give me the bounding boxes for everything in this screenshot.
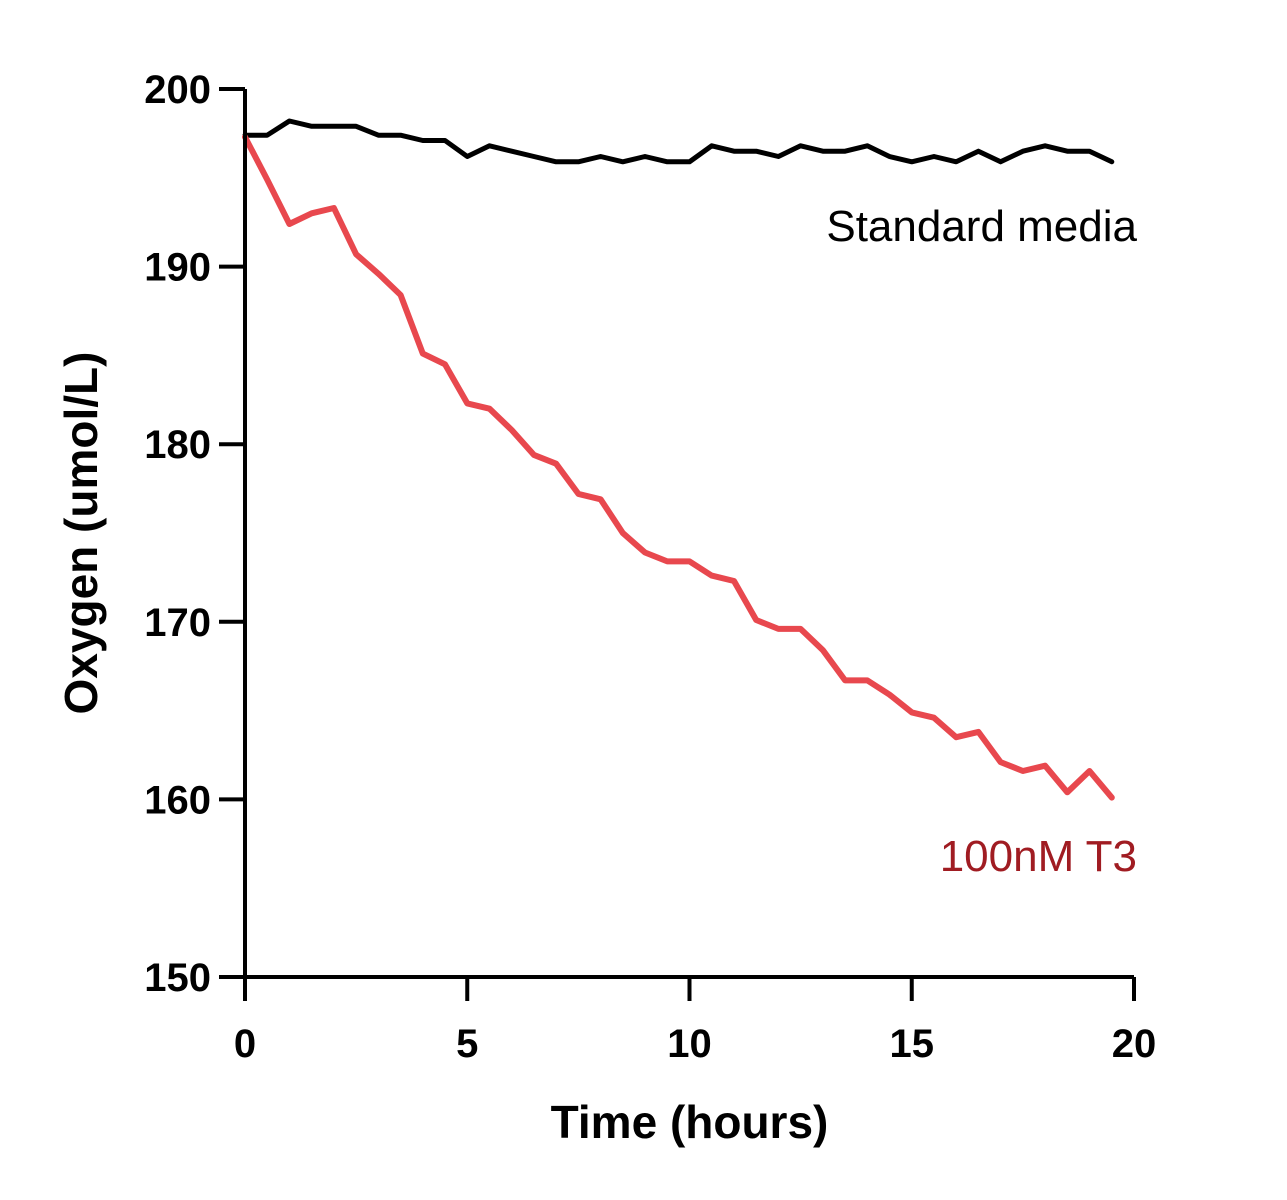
series-labels: Standard media 100nM T3	[826, 202, 1137, 881]
y-tick-label: 170	[144, 601, 211, 645]
y-tick-label: 150	[144, 956, 211, 1000]
x-tick-label: 20	[1112, 1022, 1157, 1066]
x-tick-label: 0	[234, 1022, 256, 1066]
series-line-100nm-t3	[242, 134, 1115, 801]
y-tick-label: 190	[144, 246, 211, 290]
x-tick-label: 10	[667, 1022, 712, 1066]
series-label-standard-media: Standard media	[826, 202, 1137, 251]
series-label-100nm-t3: 100nM T3	[940, 832, 1137, 881]
x-axis-title: Time (hours)	[551, 1096, 829, 1148]
ticks-layer: 150 160 170 180 190 200 0 5 10 15 20	[144, 68, 1156, 1066]
x-tick-label: 15	[890, 1022, 935, 1066]
y-axis-title: Oxygen (umol/L)	[55, 352, 107, 715]
series-layer	[242, 118, 1115, 801]
y-tick-label: 160	[144, 778, 211, 822]
x-tick-label: 5	[456, 1022, 478, 1066]
series-line-standard-media	[242, 118, 1115, 165]
y-tick-label: 180	[144, 423, 211, 467]
y-tick-label: 200	[144, 68, 211, 112]
